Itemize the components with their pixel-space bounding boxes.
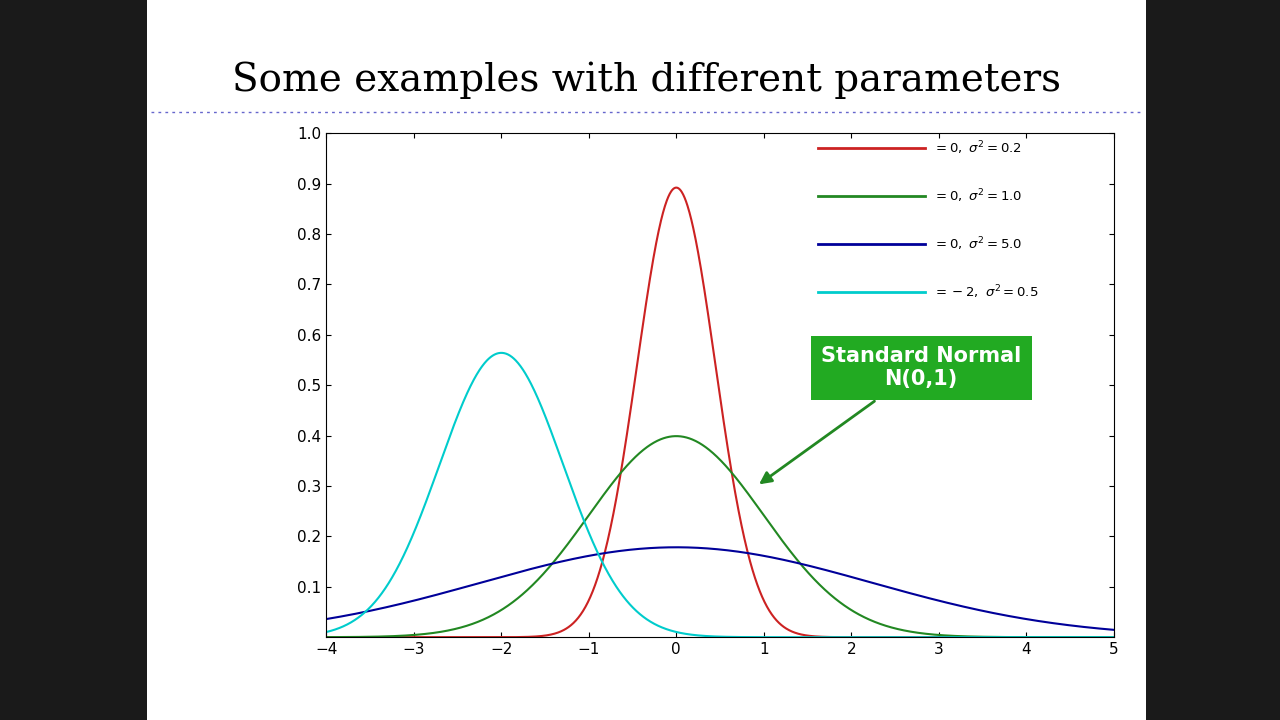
Text: Some examples with different parameters: Some examples with different parameters bbox=[232, 61, 1061, 99]
Text: $= 0,\ \sigma^2 = 0.2$: $= 0,\ \sigma^2 = 0.2$ bbox=[933, 140, 1021, 157]
Text: Standard Normal
N(0,1): Standard Normal N(0,1) bbox=[762, 346, 1021, 482]
Text: $= -2,\ \sigma^2 = 0.5$: $= -2,\ \sigma^2 = 0.5$ bbox=[933, 283, 1038, 301]
Text: $= 0,\ \sigma^2 = 1.0$: $= 0,\ \sigma^2 = 1.0$ bbox=[933, 187, 1021, 205]
Text: $= 0,\ \sigma^2 = 5.0$: $= 0,\ \sigma^2 = 5.0$ bbox=[933, 235, 1021, 253]
